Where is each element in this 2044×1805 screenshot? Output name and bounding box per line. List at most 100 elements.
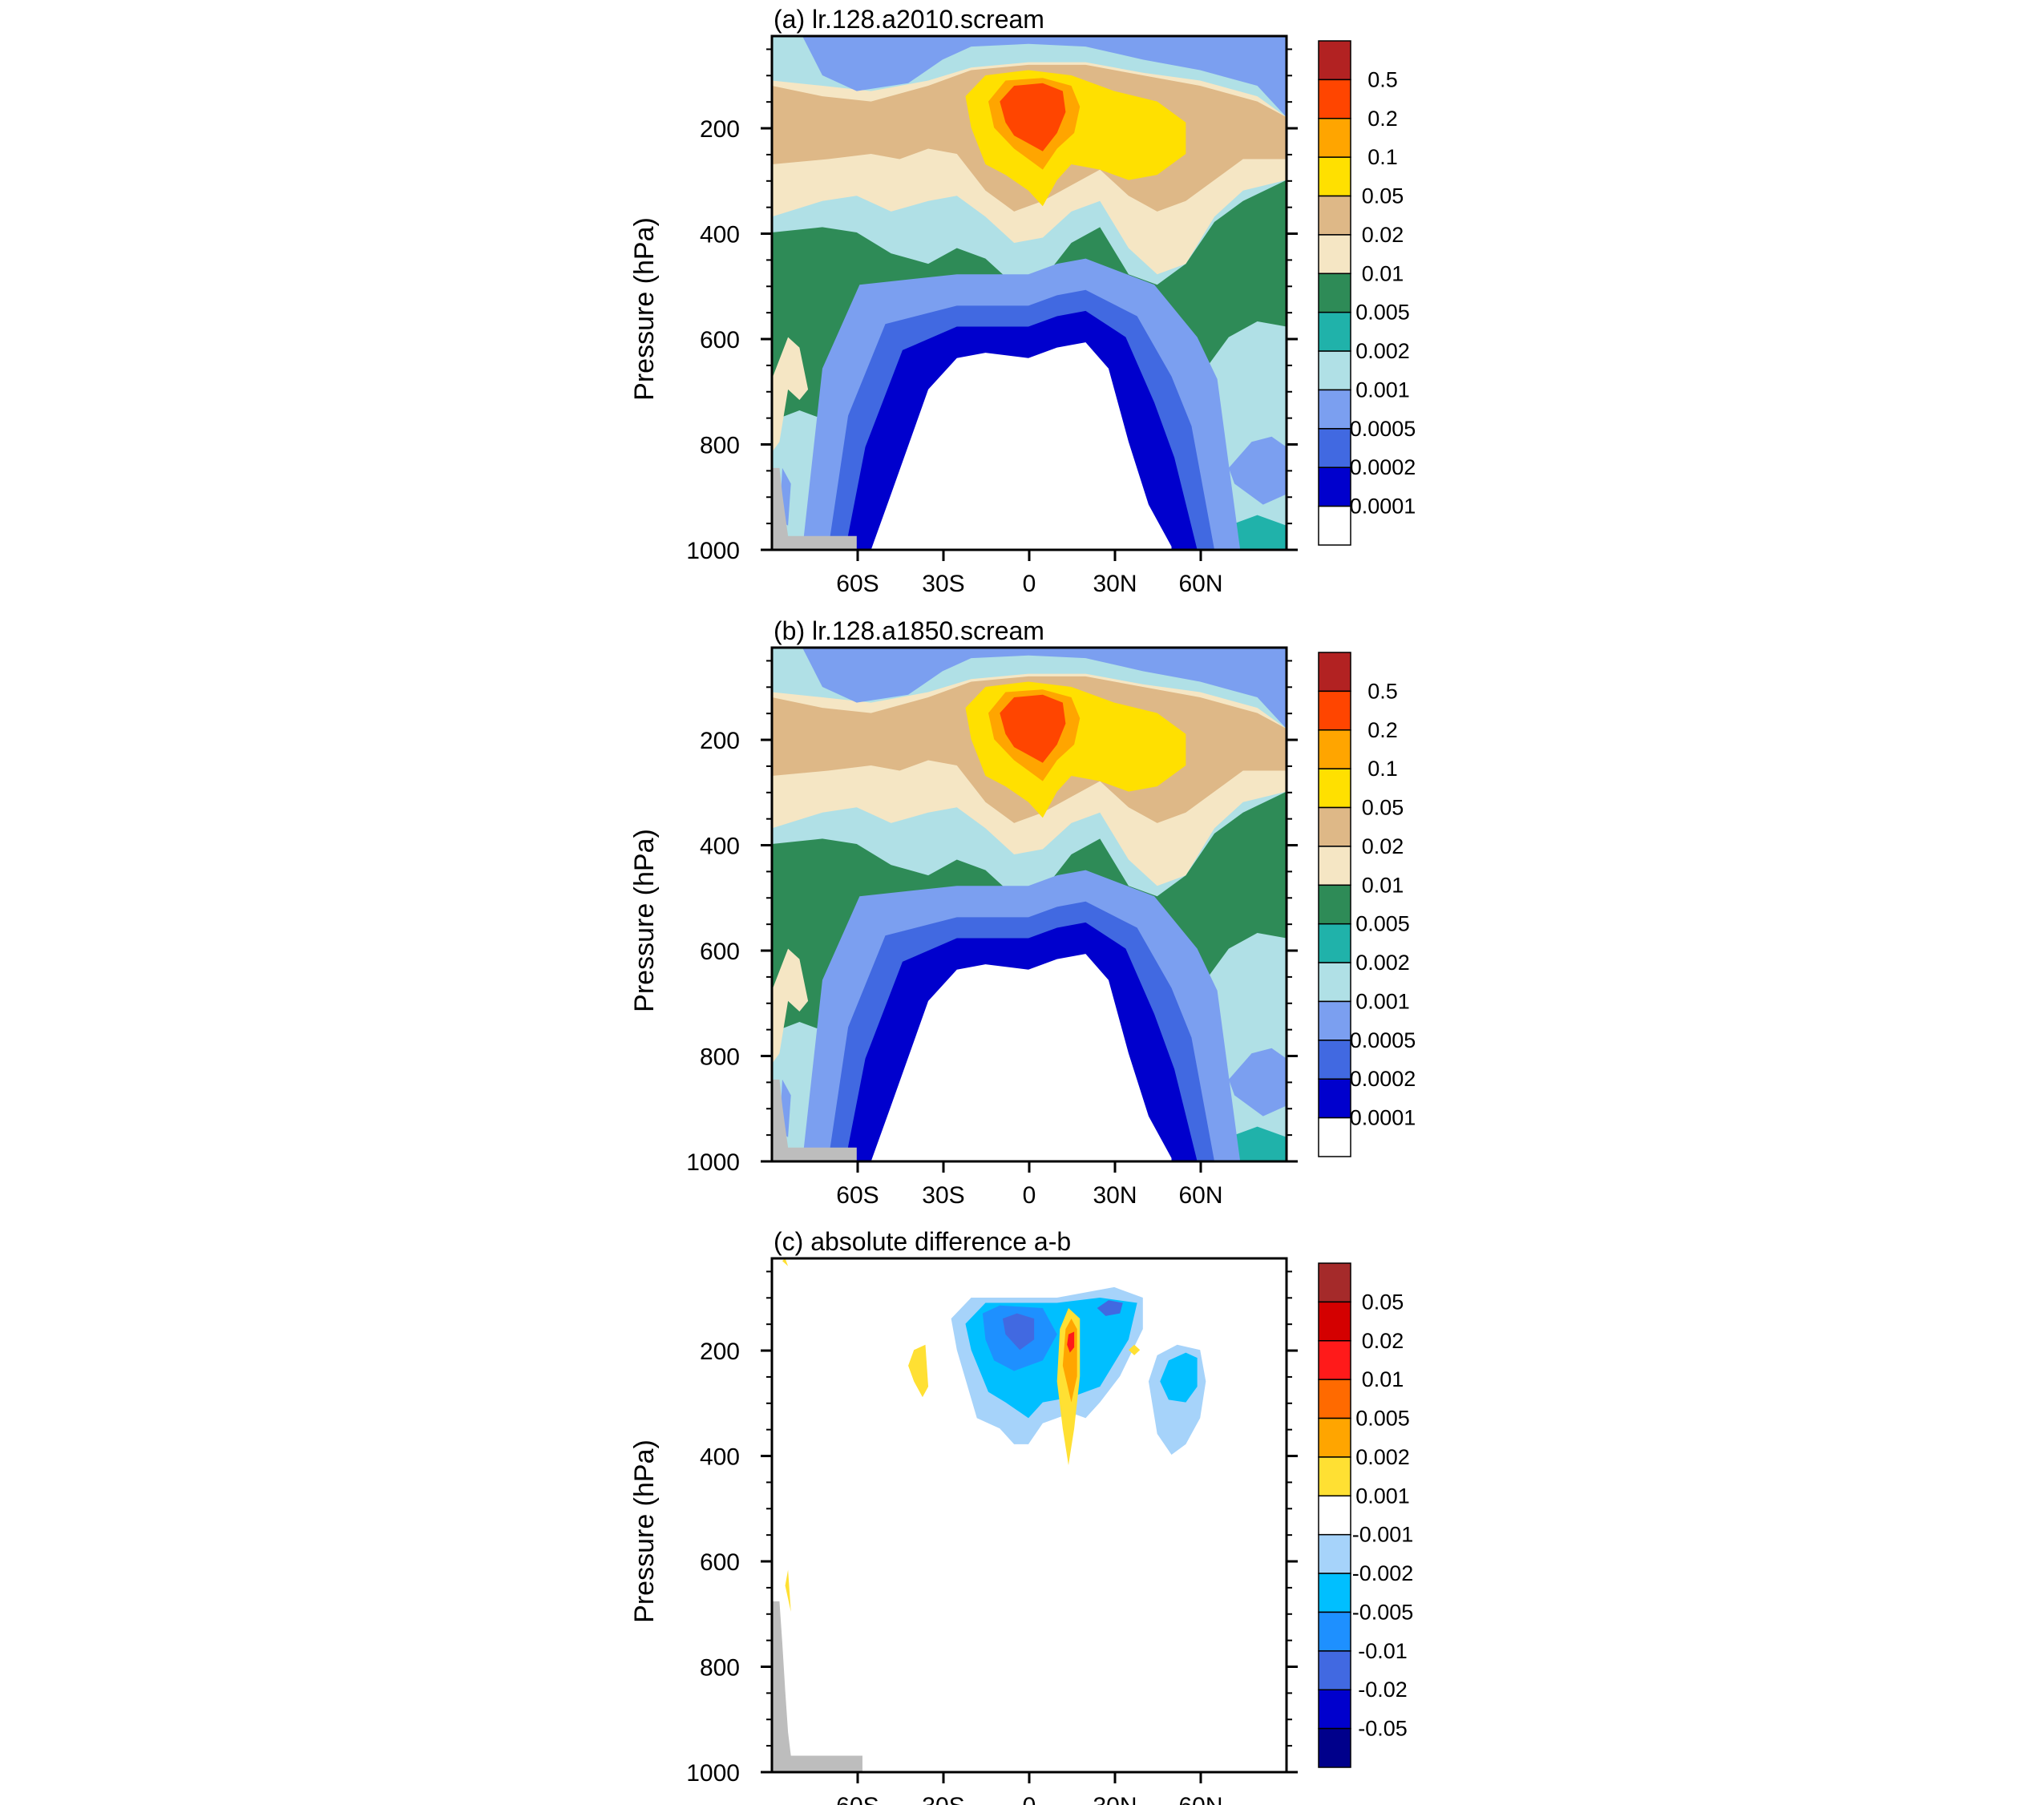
colorbar-label: 0.05 [1362, 184, 1404, 208]
x-tick-label: 30N [1093, 1182, 1137, 1209]
colorbar-label: 0.001 [1355, 378, 1410, 402]
colorbar-box [1318, 234, 1351, 275]
x-tick-label: 30S [922, 1793, 964, 1805]
colorbar-label: 0.005 [1355, 301, 1410, 325]
colorbar-box [1318, 923, 1351, 963]
x-tick-label: 60S [836, 1793, 879, 1805]
fill-left-cream [772, 337, 809, 453]
colorbar-box [1318, 1650, 1351, 1690]
colorbar-label: 0.02 [1362, 223, 1404, 247]
fill-red [1000, 83, 1066, 151]
y-tick-label: 600 [700, 939, 740, 965]
colorbar-box [1318, 846, 1351, 886]
y-tick-label: 600 [700, 327, 740, 353]
x-tick-label: 30N [1093, 571, 1137, 597]
colorbar-box [1318, 1301, 1351, 1342]
colorbar-box [1318, 1417, 1351, 1458]
x-tick-label: 30S [922, 1182, 964, 1209]
diff-royal [1002, 1313, 1035, 1351]
fill-grey-terrain [772, 467, 857, 550]
colorbar-label: -0.05 [1358, 1717, 1408, 1741]
colorbar-label: -0.001 [1352, 1523, 1414, 1547]
x-tick-label: 30N [1093, 1793, 1137, 1805]
y-axis-label: Pressure (hPa) [629, 1440, 660, 1623]
colorbar-box [1318, 118, 1351, 158]
colorbar-box [1318, 505, 1351, 546]
panel-c: (c) absolute difference a-b Pressure (hPa… [629, 1227, 1413, 1805]
colorbar-label: 0.5 [1367, 679, 1398, 703]
colorbar-box [1318, 1078, 1351, 1119]
y-tick-label: 1000 [686, 538, 740, 564]
colorbar: 0.5 0.2 0.1 0.05 0.02 0.01 0.005 0.002 0.001 0.00… [1318, 652, 1416, 1157]
colorbar-label: 0.0005 [1350, 1028, 1416, 1052]
colorbar-label: 0.001 [1355, 989, 1410, 1013]
colorbar-label: 0.005 [1355, 912, 1410, 936]
fill-top-peri [772, 648, 1287, 729]
colorbar-box [1318, 1040, 1351, 1080]
colorbar-box [1318, 1533, 1351, 1574]
colorbar-box [1318, 1727, 1351, 1768]
x-tick-label: 60N [1178, 1793, 1222, 1805]
panel-b: (b) lr.128.a1850.scream Pressure (hPa) 200… [629, 616, 1416, 1209]
colorbar-label: 0.002 [1355, 1445, 1410, 1469]
colorbar-box [1318, 690, 1351, 731]
colorbar-label: 0.001 [1355, 1484, 1410, 1508]
y-tick-label: 800 [700, 1044, 740, 1071]
fill-hump-white [871, 342, 1172, 550]
fill-left-cream [772, 948, 809, 1064]
colorbar-label: -0.01 [1358, 1639, 1408, 1663]
x-tick-label: 0 [1023, 1793, 1036, 1805]
colorbar-box [1318, 466, 1351, 507]
colorbar-box [1318, 1573, 1351, 1613]
colorbar-box [1318, 1611, 1351, 1652]
diff-royal-right [1097, 1300, 1123, 1316]
colorbar-label: 0.002 [1355, 339, 1410, 363]
y-tick-label: 200 [700, 728, 740, 754]
x-tick-label: 60N [1178, 1182, 1222, 1209]
colorbar-box [1318, 1456, 1351, 1497]
panel-title: (b) lr.128.a1850.scream [774, 616, 1044, 645]
diff-yellow-top [782, 1258, 789, 1266]
diff-cyan-right [1160, 1352, 1198, 1403]
colorbar-box [1318, 1117, 1351, 1157]
y-axis-label: Pressure (hPa) [629, 217, 660, 401]
colorbar-box [1318, 1000, 1351, 1041]
colorbar-label: 0.01 [1362, 261, 1404, 285]
fill-right-blue [1228, 1048, 1287, 1117]
diff-yellow-spot [1128, 1344, 1141, 1355]
colorbar-label: 0.02 [1362, 834, 1404, 858]
colorbar-box [1318, 652, 1351, 693]
colorbar-label: 0.0002 [1350, 455, 1416, 479]
colorbar-box [1318, 1495, 1351, 1536]
contour-fills [772, 36, 1287, 550]
colorbar-label: 0.05 [1362, 1290, 1404, 1314]
y-tick-label: 1000 [686, 1149, 740, 1176]
y-tick-label: 200 [700, 116, 740, 143]
colorbar-label: 0.02 [1362, 1329, 1404, 1353]
colorbar-label: 0.05 [1362, 796, 1404, 820]
y-tick-label: 400 [700, 834, 740, 860]
colorbar: 0.5 0.2 0.1 0.05 0.02 0.01 0.005 0.002 0.001 0.00… [1318, 40, 1416, 546]
colorbar-label: 0.0001 [1350, 1106, 1416, 1130]
colorbar-label: -0.005 [1352, 1600, 1414, 1624]
fill-grey-terrain [772, 1079, 857, 1161]
colorbar-label: 0.0001 [1350, 495, 1416, 519]
x-tick-label: 0 [1023, 1182, 1036, 1209]
colorbar-box [1318, 389, 1351, 430]
colorbar-label: 0.5 [1367, 67, 1398, 91]
y-tick-label: 400 [700, 1444, 740, 1471]
colorbar-label: 0.1 [1367, 757, 1398, 781]
colorbar: 0.05 0.02 0.01 0.005 0.002 0.001 -0.001 -0.002 -… [1318, 1262, 1414, 1768]
colorbar-label: 0.2 [1367, 718, 1398, 742]
colorbar-label: 0.0005 [1350, 417, 1416, 441]
colorbar-box [1318, 311, 1351, 352]
colorbar-box [1318, 79, 1351, 119]
contour-fills [772, 648, 1287, 1161]
colorbar-box [1318, 1262, 1351, 1303]
colorbar-box [1318, 806, 1351, 847]
fill-right-blue [1228, 436, 1287, 505]
colorbar-label: 0.0002 [1350, 1067, 1416, 1091]
y-tick-label: 600 [700, 1549, 740, 1576]
colorbar-box [1318, 1689, 1351, 1730]
